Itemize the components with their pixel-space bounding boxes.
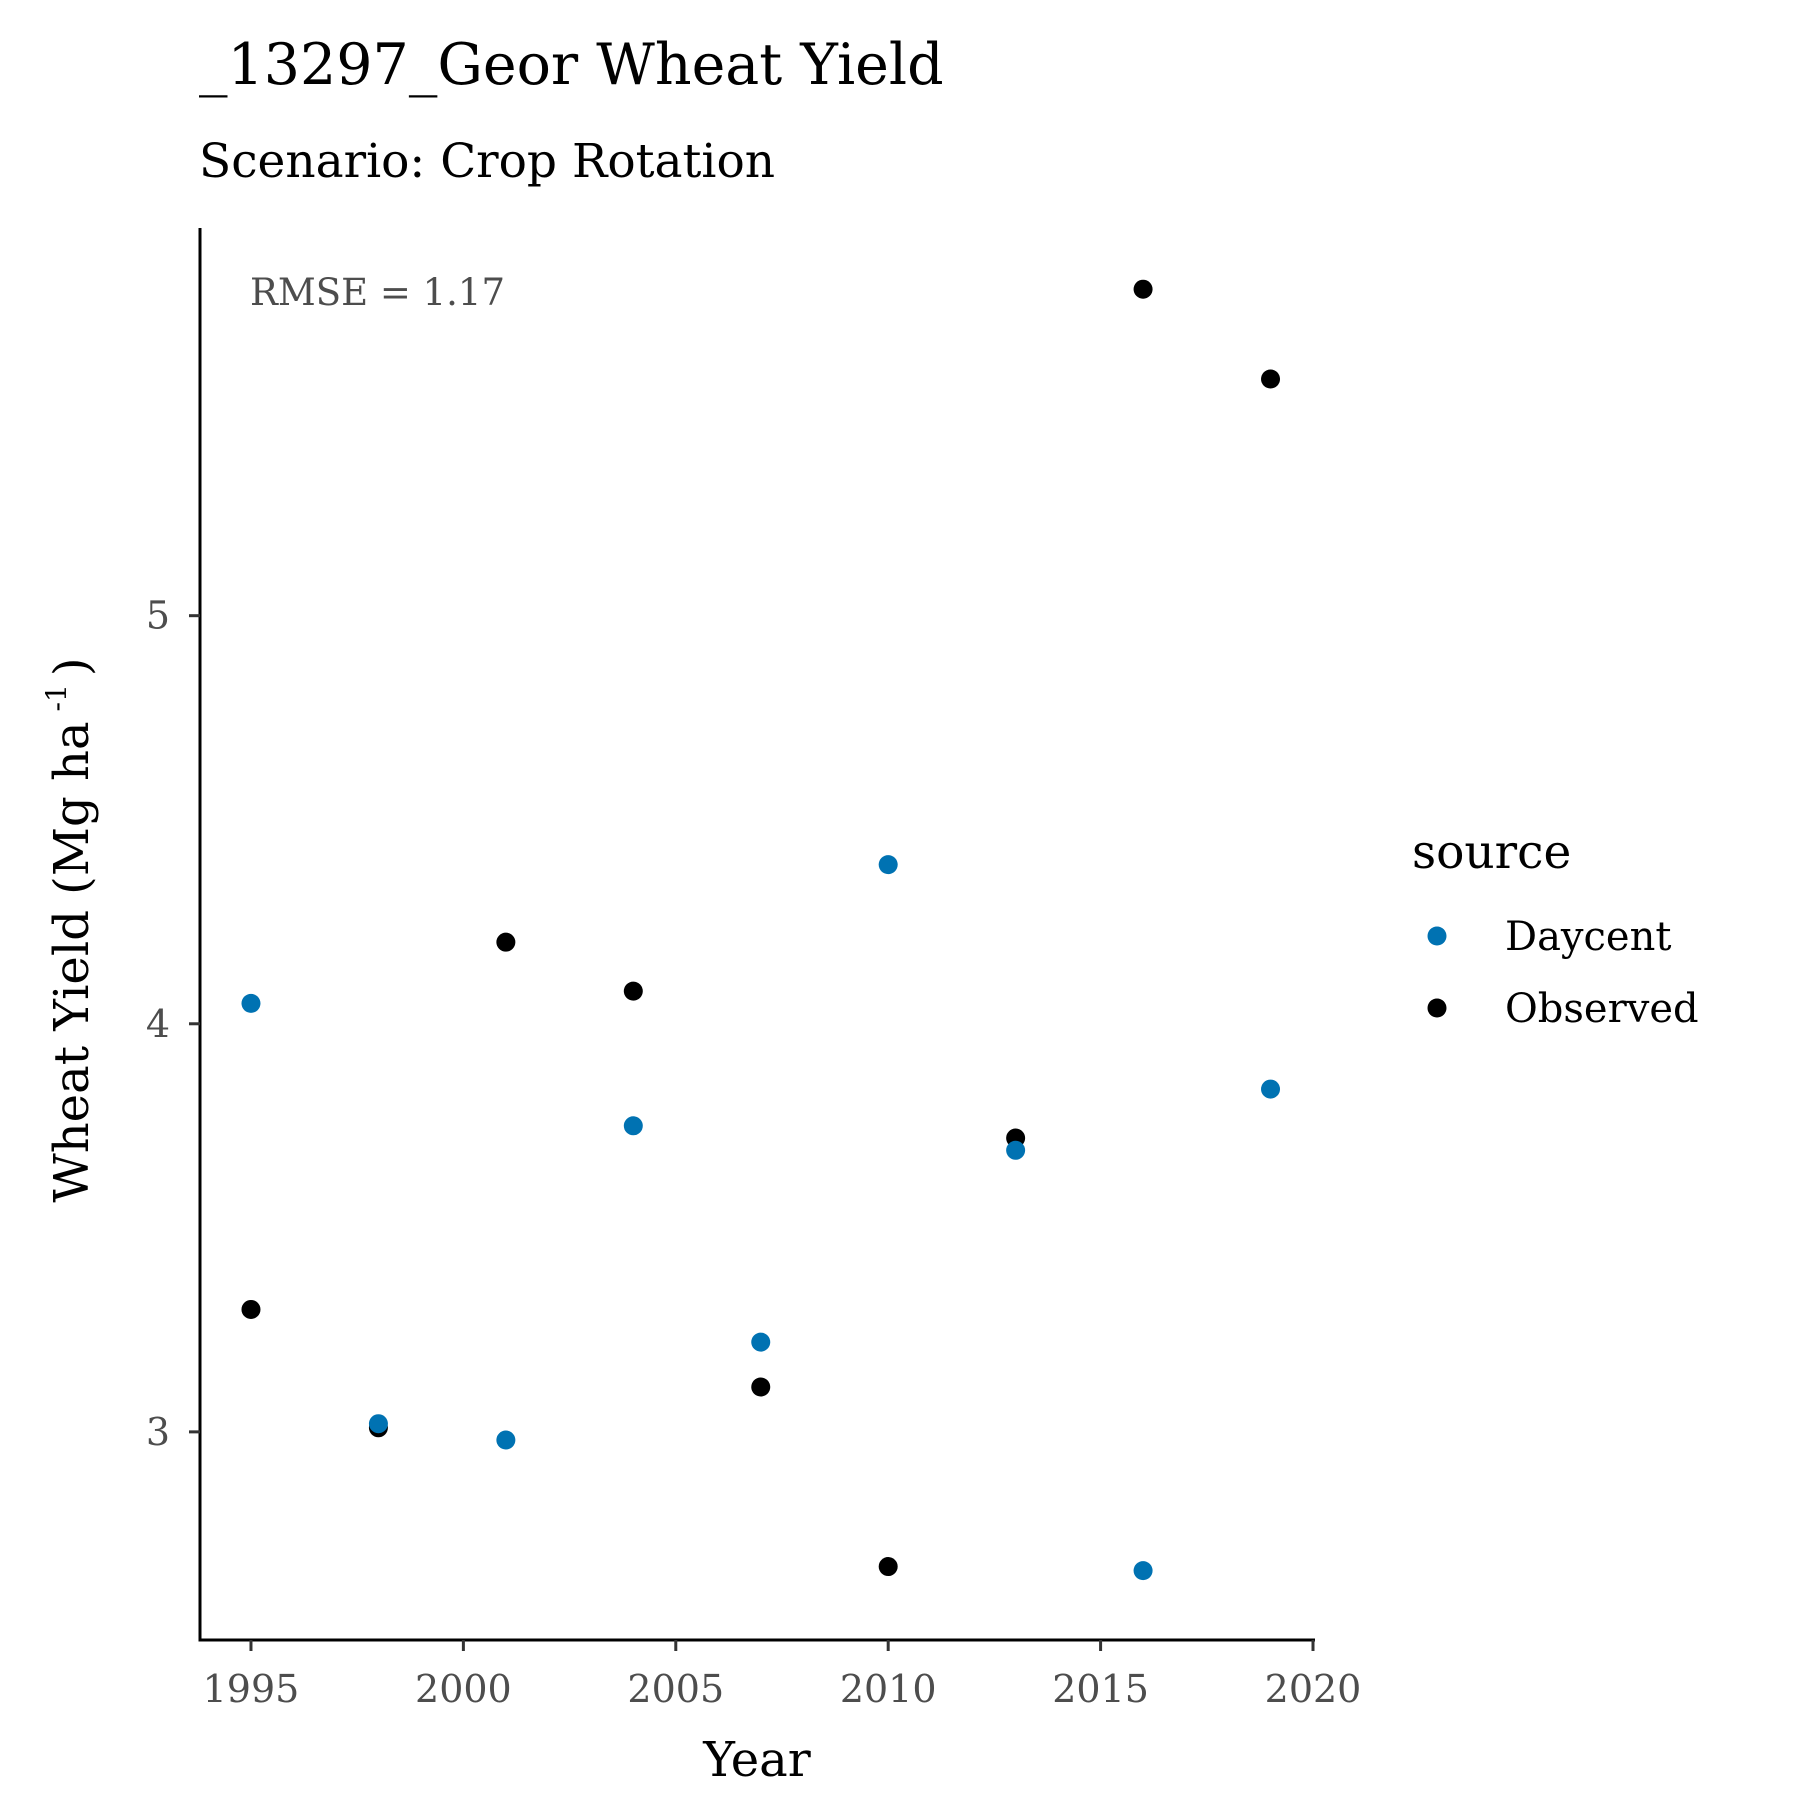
plot-area bbox=[241, 279, 1281, 1581]
legend-label-observed: Observed bbox=[1505, 986, 1699, 1032]
legend-label-daycent: Daycent bbox=[1505, 914, 1671, 960]
y-tick-label: 3 bbox=[146, 1410, 170, 1454]
rmse-annotation: RMSE = 1.17 bbox=[250, 271, 505, 314]
point-daycent bbox=[1006, 1140, 1026, 1160]
legend-title: source bbox=[1412, 825, 1571, 880]
point-observed bbox=[623, 981, 643, 1001]
y-axis-title-superscript: -1 bbox=[40, 684, 73, 711]
y-ticks: 3 4 5 bbox=[146, 594, 200, 1454]
legend: source Daycent Observed bbox=[1412, 825, 1699, 1032]
y-axis-title-main: Wheat Yield (Mg ha bbox=[44, 721, 100, 1202]
x-tick-label: 2005 bbox=[627, 1667, 724, 1711]
legend-items: Daycent Observed bbox=[1427, 914, 1699, 1032]
point-observed bbox=[1261, 369, 1281, 389]
x-tick-label: 1995 bbox=[203, 1667, 300, 1711]
point-observed bbox=[241, 1299, 261, 1319]
x-axis-title: Year bbox=[702, 1732, 811, 1788]
y-axis-title: Wheat Yield (Mg ha -1) bbox=[40, 657, 100, 1202]
point-daycent bbox=[1261, 1079, 1281, 1099]
x-tick-label: 2010 bbox=[840, 1667, 937, 1711]
point-daycent bbox=[241, 993, 261, 1013]
x-ticks: 1995 2000 2005 2010 2015 2020 bbox=[203, 1640, 1362, 1711]
point-daycent bbox=[1133, 1561, 1153, 1581]
point-daycent bbox=[368, 1414, 388, 1434]
chart-subtitle: Scenario: Crop Rotation bbox=[199, 134, 775, 189]
point-daycent bbox=[623, 1116, 643, 1136]
point-observed bbox=[878, 1557, 898, 1577]
y-tick-label: 5 bbox=[146, 594, 170, 638]
x-tick-label: 2020 bbox=[1265, 1667, 1362, 1711]
point-daycent bbox=[878, 855, 898, 875]
y-tick-label: 4 bbox=[146, 1002, 170, 1046]
point-daycent bbox=[496, 1430, 516, 1450]
x-tick-label: 2015 bbox=[1052, 1667, 1149, 1711]
point-observed bbox=[496, 932, 516, 952]
point-observed bbox=[751, 1377, 771, 1397]
point-daycent bbox=[751, 1332, 771, 1352]
chart-title: _13297_Geor Wheat Yield bbox=[199, 32, 944, 98]
legend-key-daycent bbox=[1427, 926, 1447, 946]
x-tick-label: 2000 bbox=[415, 1667, 512, 1711]
y-axis-title-close: ) bbox=[44, 657, 100, 676]
legend-key-observed bbox=[1427, 998, 1447, 1018]
point-observed bbox=[1133, 279, 1153, 299]
